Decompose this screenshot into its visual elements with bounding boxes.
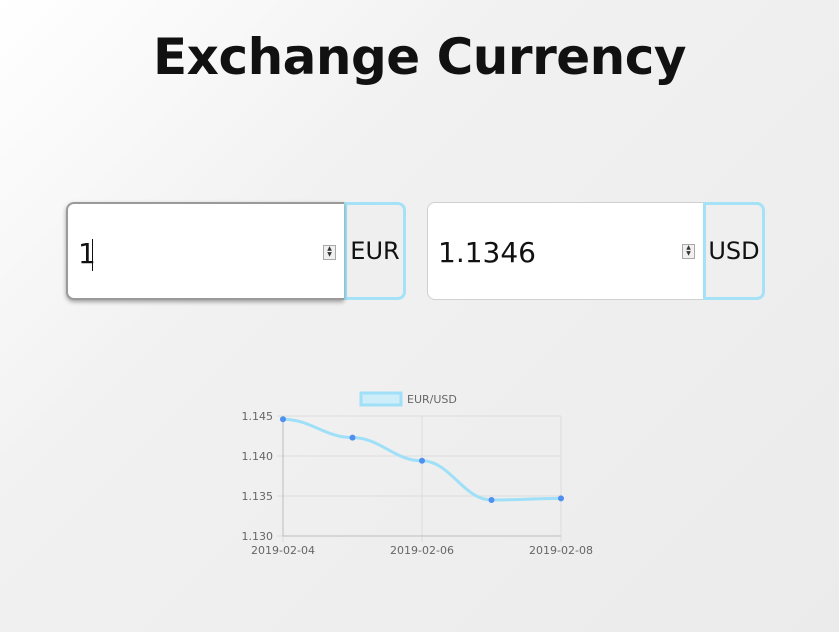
data-point	[558, 495, 564, 502]
spin-down-icon[interactable]: ▼	[327, 251, 332, 258]
x-tick-label: 2019-02-08	[529, 544, 593, 557]
spin-up-icon[interactable]: ▲	[686, 244, 691, 251]
from-amount-box: ▲ ▼	[66, 202, 344, 300]
to-amount-input[interactable]	[438, 233, 668, 271]
x-tick-label: 2019-02-06	[390, 544, 454, 557]
legend-swatch	[359, 391, 403, 407]
data-point	[419, 457, 425, 464]
y-tick-label: 1.140	[242, 450, 274, 463]
to-amount-box: ▲ ▼	[427, 202, 703, 300]
to-currency-field: ▲ ▼ USD	[427, 202, 765, 300]
to-currency-label[interactable]: USD	[703, 202, 765, 300]
from-amount-spinner[interactable]: ▲ ▼	[323, 245, 336, 260]
from-amount-input[interactable]	[78, 234, 308, 272]
from-currency-label[interactable]: EUR	[344, 202, 406, 300]
data-point	[280, 416, 286, 423]
from-currency-field: ▲ ▼ EUR	[66, 202, 406, 300]
text-caret	[92, 239, 93, 271]
data-point	[488, 497, 495, 503]
legend-label: EUR/USD	[407, 393, 457, 406]
y-tick-label: 1.145	[242, 410, 274, 423]
x-tick-label: 2019-02-04	[251, 544, 315, 557]
y-tick-label: 1.135	[242, 490, 274, 503]
to-amount-spinner[interactable]: ▲ ▼	[682, 244, 695, 259]
spin-up-icon[interactable]: ▲	[327, 245, 332, 252]
y-tick-label: 1.130	[242, 530, 274, 543]
data-point	[349, 434, 356, 441]
page-title: Exchange Currency	[153, 28, 686, 86]
spin-down-icon[interactable]: ▼	[686, 250, 691, 257]
